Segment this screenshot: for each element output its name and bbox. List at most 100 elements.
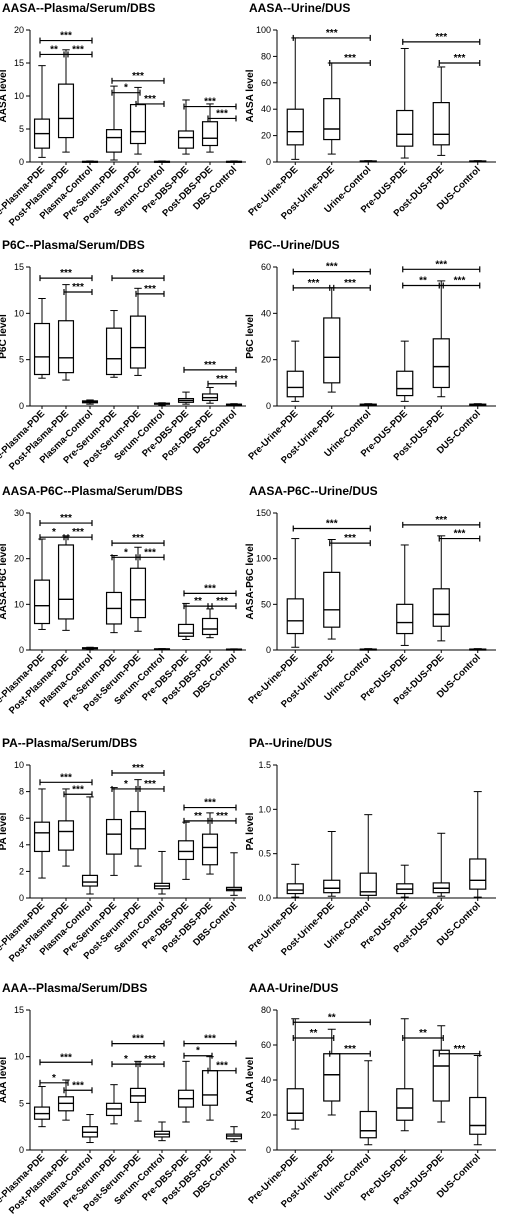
- chart-1-significance-4: ***: [111, 71, 165, 84]
- box-iqr: [129, 103, 147, 145]
- chart-2-significance-4: ***: [438, 53, 481, 66]
- significance-label: ***: [60, 31, 72, 42]
- chart-10-significance-3: ***: [329, 1044, 371, 1057]
- chart-1-y-tick-label: 20: [14, 25, 24, 35]
- chart-5-box-5: [129, 546, 147, 632]
- significance-label: **: [194, 596, 202, 607]
- chart-5-y-tick-label: 0: [19, 645, 24, 655]
- box-iqr: [177, 623, 195, 637]
- chart-1-box-5: [129, 86, 147, 155]
- significance-label: ***: [454, 53, 466, 64]
- chart-3-significance-3: ***: [111, 268, 165, 282]
- chart-7-box-2: [57, 788, 75, 867]
- chart-2-box-6: [469, 160, 487, 163]
- significance-label: ***: [132, 268, 144, 279]
- chart-4-significance-6: ***: [438, 276, 481, 289]
- chart-4-significance-5: **: [402, 276, 444, 289]
- chart-5-significance-1: ***: [39, 513, 93, 527]
- chart-9-significance-7: ***: [183, 1034, 237, 1047]
- chart-3-box-6: [153, 402, 171, 406]
- significance-label: ***: [144, 1054, 156, 1065]
- significance-label: ***: [132, 1034, 144, 1045]
- significance-label: ***: [308, 278, 320, 289]
- box-iqr: [286, 1088, 304, 1121]
- chart-8-box-1: [286, 863, 304, 898]
- significance-label: ***: [344, 278, 356, 289]
- significance-label: *: [124, 83, 128, 94]
- significance-label: **: [328, 1012, 336, 1023]
- chart-10-box-5: [432, 1025, 450, 1123]
- significance-label: ***: [204, 97, 216, 108]
- chart-10-title: AAA-Urine/DUS: [249, 981, 338, 995]
- box-iqr: [323, 571, 341, 628]
- box-iqr: [286, 108, 304, 146]
- chart-4-y-axis-label: P6C level: [245, 314, 256, 359]
- significance-label: ***: [216, 1061, 228, 1072]
- chart-7-y-tick-label: 4: [19, 840, 24, 850]
- chart-10-box-6: [469, 1055, 487, 1146]
- chart-10-box-1: [286, 1018, 304, 1130]
- chart-1-box-2: [57, 49, 75, 153]
- chart-7-significance-8: ***: [207, 811, 237, 824]
- chart-3-box-5: [129, 287, 147, 376]
- significance-label: ***: [454, 1044, 466, 1055]
- significance-label: **: [419, 1028, 427, 1039]
- chart-2-y-tick-label: 40: [261, 104, 271, 114]
- chart-3-significance-6: ***: [207, 374, 237, 387]
- chart-3-box-7: [177, 391, 195, 405]
- chart-9-box-3: [81, 1114, 99, 1144]
- chart-10-y-axis-label: AAA level: [245, 1057, 256, 1104]
- box-iqr: [201, 1070, 219, 1106]
- box-iqr: [105, 327, 123, 376]
- chart-5-title: AASA-P6C--Plasma/Serum/DBS: [2, 484, 183, 498]
- chart-3-box-9: [225, 403, 243, 407]
- box-iqr: [396, 1088, 414, 1121]
- significance-label: **: [419, 276, 427, 287]
- chart-1-title: AASA--Plasma/Serum/DBS: [2, 1, 155, 15]
- chart-10-significance-1: **: [292, 1012, 371, 1026]
- chart-9-significance-1: ***: [39, 1052, 93, 1066]
- chart-5-box-1: [33, 538, 51, 630]
- chart-7-significance-6: ***: [183, 798, 237, 811]
- chart-2-y-tick-label: 20: [261, 131, 271, 141]
- significance-label: ***: [204, 1034, 216, 1045]
- chart-1-significance-3: ***: [63, 44, 93, 58]
- chart-9-significance-6: ***: [135, 1054, 165, 1068]
- chart-6-box-1: [286, 538, 304, 648]
- chart-3-significance-4: ***: [135, 284, 165, 297]
- chart-6: AASA-P6C--Urine/DUS AASA-P6C level 0 50 100 1…: [245, 484, 496, 710]
- chart-8-box-4: [396, 864, 414, 898]
- box-iqr: [201, 617, 219, 636]
- significance-label: ***: [454, 529, 466, 540]
- significance-label: **: [50, 44, 58, 55]
- significance-label: ***: [132, 71, 144, 82]
- box-iqr: [396, 603, 414, 635]
- chart-9-significance-3: ***: [63, 1080, 93, 1094]
- chart-4-significance-3: ***: [329, 278, 371, 291]
- box-iqr: [177, 130, 195, 149]
- chart-7-y-tick-label: 6: [19, 813, 24, 823]
- significance-label: ***: [216, 811, 228, 822]
- chart-5-significance-7: ***: [183, 583, 237, 597]
- chart-7-significance-1: ***: [39, 772, 93, 786]
- chart-10-y-tick-label: 60: [261, 1040, 271, 1050]
- chart-5-significance-6: ***: [135, 547, 165, 561]
- significance-label: ***: [216, 596, 228, 607]
- chart-5: AASA-P6C--Plasma/Serum/DBS AASA-P6C level…: [0, 484, 246, 717]
- chart-3-significance-1: ***: [39, 268, 93, 282]
- chart-9-y-tick-label: 15: [14, 1005, 24, 1015]
- box-iqr: [469, 1096, 487, 1135]
- chart-1-significance-7: ***: [183, 97, 237, 110]
- chart-9-box-7: [177, 1060, 195, 1123]
- chart-1-significance-1: ***: [39, 31, 93, 44]
- chart-6-y-tick-label: 0: [266, 645, 271, 655]
- chart-2-y-axis-label: AASA level: [245, 69, 256, 122]
- chart-10-y-tick-label: 0: [266, 1145, 271, 1155]
- box-iqr: [201, 833, 219, 866]
- significance-label: ***: [132, 533, 144, 544]
- chart-9-significance-9: ***: [207, 1061, 237, 1074]
- chart-4-box-1: [286, 340, 304, 402]
- chart-3-box-1: [33, 298, 51, 379]
- significance-label: ***: [60, 513, 72, 524]
